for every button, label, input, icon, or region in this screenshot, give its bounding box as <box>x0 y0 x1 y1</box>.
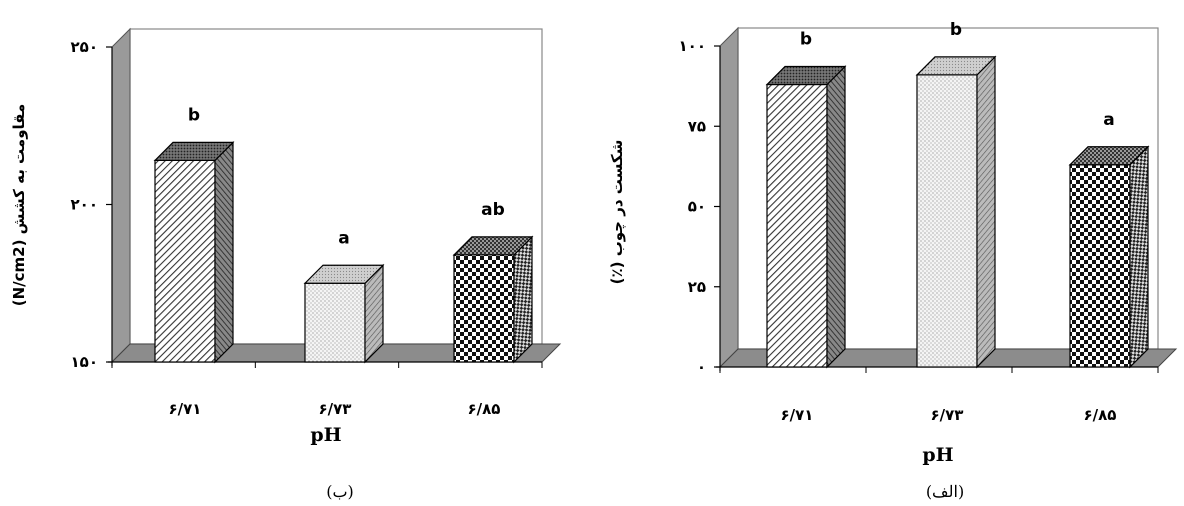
y-tick-label: ۲۰۰ <box>71 196 98 214</box>
bar-top <box>765 65 847 86</box>
bar-2 <box>303 263 385 364</box>
bar-top <box>915 56 997 76</box>
bar-side <box>214 140 234 364</box>
x-tick-label: ۶/۷۱ <box>169 400 202 418</box>
y-tick-label: ۲۵ <box>688 278 706 296</box>
bar-top <box>153 141 235 161</box>
x-tick-label: ۶/۸۵ <box>468 400 501 418</box>
y-axis-title: مقاومت به کشش (N/cm2) <box>10 104 28 307</box>
significance-letter: a <box>338 228 349 248</box>
y-tick-label: ۱۵۰ <box>71 353 98 371</box>
panel-caption: (الف) <box>926 482 964 501</box>
significance-letter: ab <box>481 200 505 220</box>
bar-front <box>1069 164 1131 368</box>
y-tick-label: ۲۵۰ <box>71 38 98 56</box>
bar-top <box>452 236 534 256</box>
x-tick-label: ۶/۷۳ <box>319 400 352 418</box>
y-tick-label: ۰ <box>697 358 706 376</box>
y-axis-title: شکست در چوب (٪) <box>608 140 627 285</box>
side-wall <box>719 26 739 369</box>
bar-side <box>513 235 533 364</box>
y-tick-label: ۱۰۰ <box>679 37 706 55</box>
bar-3 <box>1068 145 1150 369</box>
bar-3 <box>452 235 534 364</box>
bar-1 <box>765 65 847 369</box>
x-tick-label: ۶/۸۵ <box>1084 406 1117 424</box>
bar-front <box>453 254 515 363</box>
side-wall <box>111 27 131 364</box>
significance-letter: b <box>800 30 812 50</box>
bar-front <box>766 83 828 368</box>
chart-panel-1: ۱۵۰ ۲۰۰ ۲۵۰ b ۶/۷۱ a ۶/۷۳ ab ۶/۸۵ pH مقاومت به کشش… <box>10 27 562 501</box>
x-tick-label: ۶/۷۱ <box>781 406 814 424</box>
y-tick-label: ۷۵ <box>688 117 706 135</box>
x-axis-title: pH <box>310 424 341 446</box>
bar-1 <box>153 140 235 364</box>
significance-letter: a <box>1103 110 1114 130</box>
bar-side <box>976 55 996 369</box>
bar-top <box>1068 146 1150 166</box>
significance-letter: b <box>188 105 200 125</box>
bar-side <box>826 65 846 369</box>
chart-panel-2: ۰ ۲۵ ۵۰ ۷۵ ۱۰۰ b ۶/۷۱ b ۶/۷۳ a ۶/۸۵ pH شکست در چوب (… <box>608 20 1178 501</box>
bar-front <box>304 282 366 363</box>
bar-front <box>916 74 978 368</box>
panel-caption: (ب) <box>326 482 354 501</box>
bar-side <box>1129 145 1149 369</box>
bar-top <box>303 264 385 284</box>
bar-2 <box>915 55 997 369</box>
significance-letter: b <box>950 20 962 40</box>
x-axis-title: pH <box>922 444 953 466</box>
bar-front <box>154 159 216 363</box>
x-tick-label: ۶/۷۳ <box>931 406 964 424</box>
y-tick-label: ۵۰ <box>688 198 706 216</box>
